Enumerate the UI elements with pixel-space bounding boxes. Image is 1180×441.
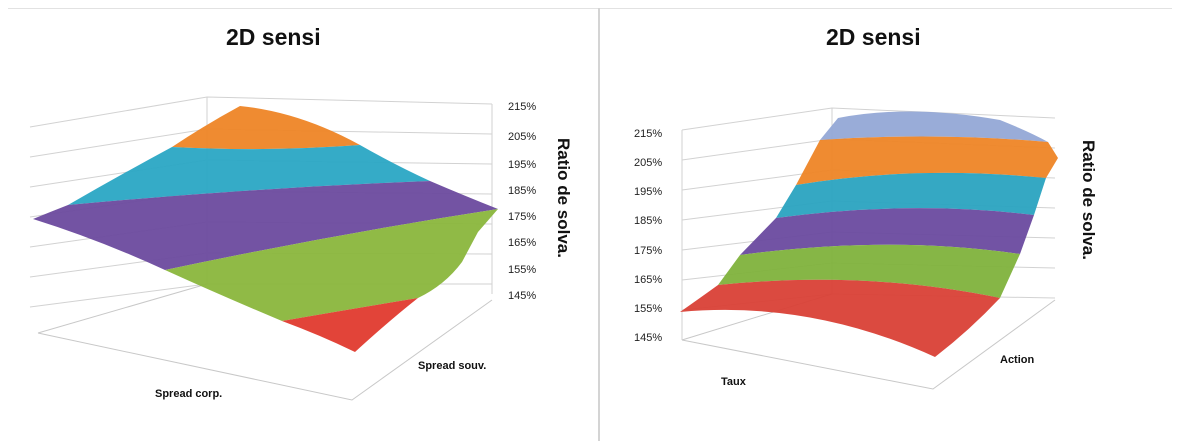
- chart-panel-right: 2D sensi 215%: [600, 0, 1180, 441]
- frame-top-line: [8, 8, 1172, 9]
- z-axis-left: 215% 205% 195% 185% 175% 165% 155% 145%: [508, 101, 536, 302]
- z-tick-label: 165%: [508, 237, 536, 249]
- z-tick-label: 145%: [634, 332, 662, 344]
- surface-left: [33, 106, 498, 352]
- z-tick-label: 175%: [508, 211, 536, 223]
- band-185-195: [33, 181, 498, 270]
- floor-left: [37, 283, 493, 401]
- z-axis-right: 215% 205% 195% 185% 175% 165% 155% 145%: [634, 128, 662, 344]
- chart-panel-left: 2D sensi 215% 205%: [29, 24, 573, 401]
- z-tick-label: 205%: [508, 131, 536, 143]
- band-205-215: [820, 111, 1048, 142]
- z-tick-label: 175%: [634, 245, 662, 257]
- band-185-195: [776, 172, 1046, 218]
- band-195-205: [68, 145, 430, 205]
- chart-title: 2D sensi: [226, 24, 321, 50]
- z-axis-title: Ratio de solva.: [554, 138, 573, 258]
- y-axis-title: Action: [1000, 354, 1035, 366]
- z-tick-label: 155%: [634, 303, 662, 315]
- surface-chart-right: 215% 205% 195% 185% 175% 165% 155% 145% …: [634, 107, 1098, 390]
- z-tick-label: 185%: [634, 215, 662, 227]
- band-175-185: [165, 209, 498, 321]
- z-tick-label: 195%: [508, 159, 536, 171]
- z-tick-label: 185%: [508, 185, 536, 197]
- floor-edge: [37, 283, 208, 334]
- z-tick-label: 205%: [634, 157, 662, 169]
- z-tick-label: 215%: [508, 101, 536, 113]
- x-axis-title: Spread corp.: [155, 388, 222, 400]
- band-175-185: [740, 208, 1034, 255]
- z-tick-label: 165%: [634, 274, 662, 286]
- z-axis-title: Ratio de solva.: [1079, 140, 1098, 260]
- z-tick-label: 215%: [634, 128, 662, 140]
- band-205-215: [172, 106, 360, 150]
- surface-chart-left: 215% 205% 195% 185% 175% 165% 155% 145% …: [29, 96, 573, 401]
- chart-title: 2D sensi: [826, 24, 921, 50]
- floor-edge: [681, 299, 1056, 390]
- band-165-175: [718, 244, 1020, 298]
- z-tick-label: 195%: [634, 186, 662, 198]
- z-tick-label: 145%: [508, 290, 536, 302]
- surface-right: [680, 111, 1058, 357]
- panel-divider: [598, 8, 600, 441]
- band-195-205: [796, 136, 1058, 185]
- x-axis-title: Taux: [721, 376, 747, 388]
- band-155-165: [680, 279, 1000, 357]
- z-tick-label: 155%: [508, 264, 536, 276]
- floor-edge: [37, 299, 493, 401]
- band-165-175: [282, 298, 418, 352]
- y-axis-title: Spread souv.: [418, 360, 486, 372]
